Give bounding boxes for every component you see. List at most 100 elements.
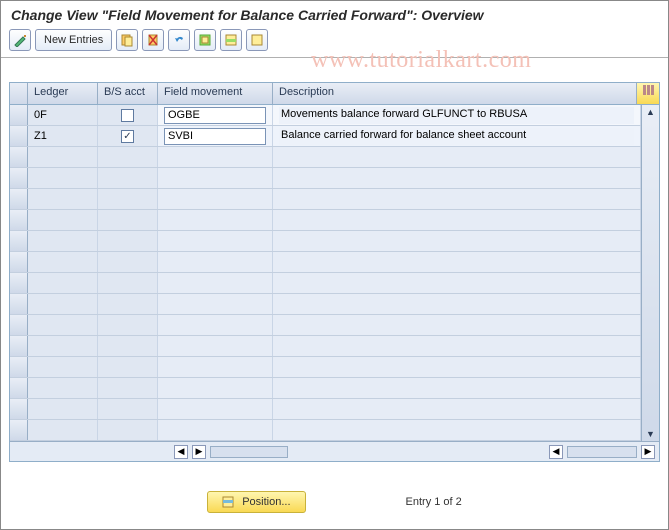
cell-field-movement[interactable] xyxy=(158,126,273,146)
cell-field-movement xyxy=(158,357,273,377)
select-all-icon[interactable] xyxy=(194,29,216,51)
row-selector[interactable] xyxy=(10,420,28,440)
field-movement-input[interactable] xyxy=(164,107,266,124)
col-bs[interactable]: B/S acct xyxy=(98,83,158,104)
row-selector[interactable] xyxy=(10,273,28,293)
deselect-all-icon[interactable] xyxy=(246,29,268,51)
cell-bs xyxy=(98,420,158,440)
cell-description: Movements balance forward GLFUNCT to RBU… xyxy=(273,105,641,125)
cell-description xyxy=(273,420,641,440)
row-selector[interactable] xyxy=(10,399,28,419)
cell-bs[interactable] xyxy=(98,105,158,125)
table-row xyxy=(10,294,641,315)
row-selector[interactable] xyxy=(10,231,28,251)
cell-description xyxy=(273,189,641,209)
cell-bs xyxy=(98,399,158,419)
col-ledger[interactable]: Ledger xyxy=(28,83,98,104)
row-selector[interactable] xyxy=(10,210,28,230)
table-row[interactable]: 0F Movements balance forward GLFUNCT to R… xyxy=(10,105,641,126)
select-all-header[interactable] xyxy=(10,83,28,104)
cell-field-movement xyxy=(158,273,273,293)
row-selector[interactable] xyxy=(10,357,28,377)
cell-description xyxy=(273,273,641,293)
vertical-scrollbar[interactable]: ▲ ▼ xyxy=(641,105,659,441)
cell-ledger xyxy=(28,189,98,209)
row-selector[interactable] xyxy=(10,378,28,398)
new-entries-button[interactable]: New Entries xyxy=(35,29,112,51)
cell-ledger: 0F xyxy=(28,105,98,125)
cell-description xyxy=(273,399,641,419)
table-row xyxy=(10,252,641,273)
position-button[interactable]: Position... xyxy=(207,491,305,513)
table-row xyxy=(10,273,641,294)
undo-icon[interactable] xyxy=(168,29,190,51)
scroll-left-icon[interactable]: ◀ xyxy=(174,445,188,459)
cell-bs xyxy=(98,273,158,293)
cell-bs xyxy=(98,378,158,398)
scroll-right2-icon[interactable]: ▶ xyxy=(641,445,655,459)
cell-ledger xyxy=(28,231,98,251)
table-row[interactable]: Z1✓Balance carried forward for balance s… xyxy=(10,126,641,147)
cell-bs xyxy=(98,189,158,209)
scroll-right-icon[interactable]: ▶ xyxy=(192,445,206,459)
row-selector[interactable] xyxy=(10,105,28,125)
table-row xyxy=(10,357,641,378)
cell-ledger xyxy=(28,420,98,440)
cell-field-movement xyxy=(158,399,273,419)
cell-bs xyxy=(98,315,158,335)
scroll-down-icon[interactable]: ▼ xyxy=(644,427,658,441)
row-selector[interactable] xyxy=(10,168,28,188)
scroll-track-right[interactable] xyxy=(567,446,637,458)
delete-icon[interactable] xyxy=(142,29,164,51)
table-row xyxy=(10,168,641,189)
row-selector[interactable] xyxy=(10,189,28,209)
cell-field-movement xyxy=(158,336,273,356)
cell-bs xyxy=(98,357,158,377)
row-selector[interactable] xyxy=(10,294,28,314)
copy-icon[interactable] xyxy=(116,29,138,51)
cell-ledger xyxy=(28,210,98,230)
scroll-up-icon[interactable]: ▲ xyxy=(644,105,658,119)
grid-header: Ledger B/S acct Field movement Descripti… xyxy=(10,83,659,105)
cell-ledger xyxy=(28,294,98,314)
select-block-icon[interactable] xyxy=(220,29,242,51)
cell-field-movement[interactable] xyxy=(158,105,273,125)
cell-description xyxy=(273,168,641,188)
configure-columns-icon[interactable] xyxy=(637,83,659,104)
scroll-track-left[interactable] xyxy=(210,446,288,458)
table-row xyxy=(10,231,641,252)
cell-field-movement xyxy=(158,252,273,272)
cell-bs xyxy=(98,294,158,314)
cell-bs xyxy=(98,147,158,167)
row-selector[interactable] xyxy=(10,336,28,356)
cell-bs xyxy=(98,210,158,230)
cell-bs[interactable]: ✓ xyxy=(98,126,158,146)
cell-field-movement xyxy=(158,231,273,251)
horizontal-scrollbar[interactable]: ◀ ▶ ◀ ▶ xyxy=(10,441,659,461)
checkbox[interactable] xyxy=(121,109,134,122)
col-field-movement[interactable]: Field movement xyxy=(158,83,273,104)
cell-description xyxy=(273,294,641,314)
row-selector[interactable] xyxy=(10,126,28,146)
checkbox[interactable]: ✓ xyxy=(121,130,134,143)
cell-description xyxy=(273,336,641,356)
table-row xyxy=(10,189,641,210)
cell-ledger xyxy=(28,273,98,293)
scroll-left2-icon[interactable]: ◀ xyxy=(549,445,563,459)
cell-field-movement xyxy=(158,147,273,167)
change-display-icon[interactable] xyxy=(9,29,31,51)
cell-field-movement xyxy=(158,210,273,230)
cell-ledger xyxy=(28,168,98,188)
field-movement-input[interactable] xyxy=(164,128,266,145)
cell-ledger: Z1 xyxy=(28,126,98,146)
row-selector[interactable] xyxy=(10,252,28,272)
cell-field-movement xyxy=(158,189,273,209)
cell-bs xyxy=(98,336,158,356)
col-description[interactable]: Description xyxy=(273,83,637,104)
row-selector[interactable] xyxy=(10,315,28,335)
cell-ledger xyxy=(28,378,98,398)
table-row xyxy=(10,420,641,441)
entry-counter: Entry 1 of 2 xyxy=(406,496,462,508)
row-selector[interactable] xyxy=(10,147,28,167)
cell-ledger xyxy=(28,399,98,419)
